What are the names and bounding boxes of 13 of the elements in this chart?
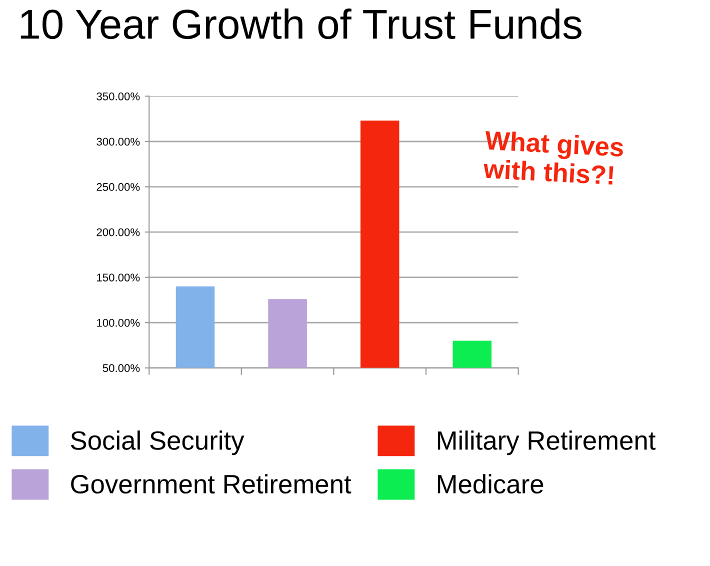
y-tick-label: 100.00% bbox=[97, 318, 140, 327]
y-tick-label: 50.00% bbox=[102, 364, 140, 372]
y-tick-label: 250.00% bbox=[96, 183, 140, 191]
legend-label: Military Retirement bbox=[438, 430, 656, 456]
chart-title: 10 Year Growth of Trust Funds bbox=[20, 8, 582, 40]
legend-label: Medicare bbox=[438, 474, 544, 494]
legend-label: Social Security bbox=[70, 430, 244, 456]
legend-label: Government Retirement bbox=[71, 474, 352, 494]
y-tick-label: 300.00% bbox=[96, 138, 140, 146]
annotation: What gives with this?! bbox=[482, 130, 624, 185]
y-tick-label: 200.00% bbox=[96, 228, 140, 236]
y-tick-label: 150.00% bbox=[97, 274, 140, 282]
y-tick-label: 350.00% bbox=[96, 92, 140, 100]
